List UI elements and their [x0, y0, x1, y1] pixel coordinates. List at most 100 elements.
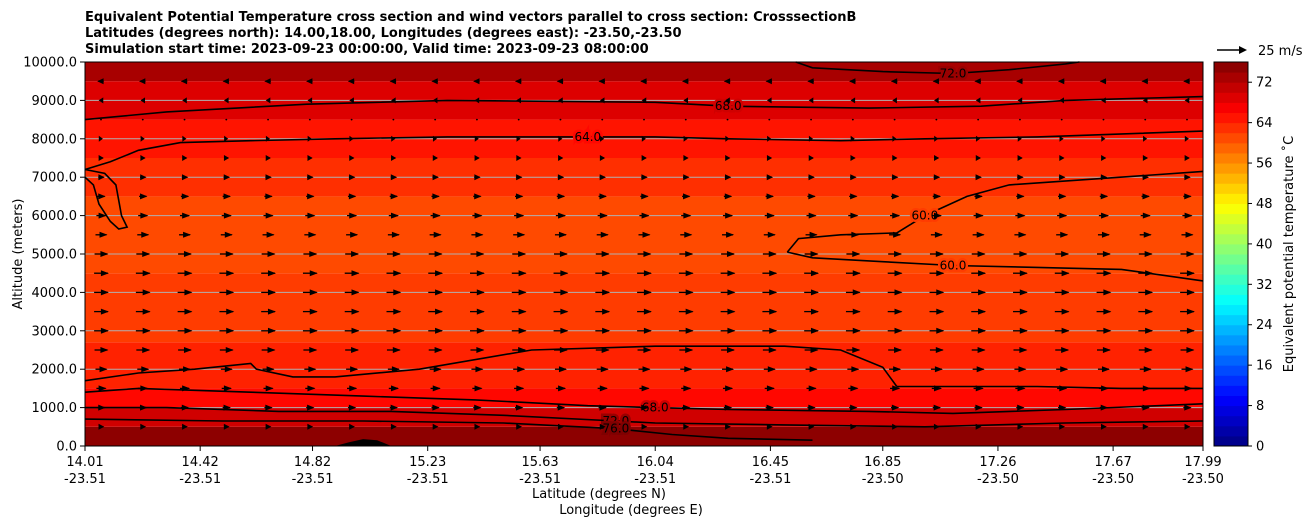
colorbar-segment	[1214, 233, 1248, 245]
wind-vector	[177, 327, 193, 334]
wind-vector	[302, 327, 318, 334]
wind-vector	[1059, 423, 1065, 430]
wind-vector	[678, 308, 694, 315]
wind-vector	[892, 97, 897, 104]
wind-vector	[683, 174, 690, 181]
wind-vector	[889, 366, 902, 373]
contour-line	[795, 61, 1080, 75]
wind-vector	[1186, 118, 1188, 121]
colorbar-segment	[1214, 213, 1248, 225]
wind-vector	[1097, 347, 1111, 353]
wind-vector	[971, 327, 987, 334]
wind-vector	[264, 78, 271, 85]
wind-vector	[391, 97, 396, 104]
wind-vector	[220, 366, 233, 373]
wind-vector	[600, 135, 605, 142]
wind-vector	[764, 212, 775, 219]
wind-vector	[1098, 212, 1110, 219]
wind-vector	[219, 308, 235, 315]
contour-lines: 60.060.064.068.068.072.072.076.0	[84, 61, 1204, 441]
wind-vector	[429, 231, 442, 238]
wind-vector	[723, 193, 733, 200]
wind-vector	[974, 404, 983, 411]
wind-vector	[930, 366, 943, 373]
colorbar-segment	[1214, 344, 1248, 356]
wind-vector	[180, 193, 190, 200]
colorbar-tick-label: 72	[1256, 76, 1273, 91]
wind-vector	[762, 327, 778, 334]
wind-vector	[804, 251, 819, 257]
wind-vector	[182, 155, 188, 161]
wind-vector	[389, 193, 399, 200]
wind-vector	[929, 308, 945, 315]
wind-vector	[762, 251, 777, 257]
x-tick-label-lon: -23.51	[519, 472, 561, 487]
wind-vector	[722, 366, 735, 373]
wind-vector	[1015, 385, 1026, 392]
colorbar-frame	[1213, 61, 1249, 447]
wind-vector	[1183, 78, 1190, 85]
wind-vector	[678, 289, 694, 296]
wind-vector	[722, 385, 734, 392]
x-tick-label-lat: 15.63	[521, 455, 558, 470]
colorbar-segment	[1214, 203, 1248, 215]
wind-vector	[1180, 347, 1195, 353]
wind-vector	[515, 174, 523, 181]
wind-vector	[1184, 135, 1189, 142]
wind-vector	[767, 135, 772, 142]
contour-label: 72.0	[603, 414, 630, 428]
wind-vector	[223, 155, 230, 161]
wind-vector	[178, 251, 192, 257]
wind-vector	[846, 251, 861, 257]
wind-vector	[553, 327, 569, 334]
wind-vector	[850, 174, 857, 181]
wind-vector	[971, 289, 987, 296]
wind-vector	[766, 155, 773, 161]
wind-vector	[223, 174, 231, 181]
wind-vector	[431, 404, 440, 411]
wind-vector	[1017, 174, 1024, 181]
colorbar-tick-label: 64	[1256, 116, 1273, 131]
wind-vector	[219, 347, 234, 353]
wind-vector	[1054, 270, 1070, 277]
wind-vector	[263, 212, 274, 219]
wind-vector	[1143, 135, 1148, 142]
wind-vector	[1141, 78, 1148, 85]
wind-vector	[515, 193, 524, 200]
x-tick-label-lat: 16.45	[752, 455, 789, 470]
wind-vector	[1057, 385, 1068, 392]
contour-label: 72.0	[940, 67, 967, 81]
wind-vector	[596, 231, 609, 238]
wind-vector	[848, 212, 859, 219]
wind-vector	[177, 289, 193, 296]
contour-label: 68.0	[642, 401, 669, 415]
wind-vector	[556, 404, 566, 411]
wind-vector	[512, 347, 527, 353]
wind-vector	[810, 118, 812, 121]
colorbar-tick-label: 16	[1256, 359, 1273, 374]
wind-vector	[847, 366, 860, 373]
wind-vector	[306, 193, 315, 200]
colorbar-segment	[1214, 264, 1248, 275]
colorbar-segment	[1214, 142, 1248, 154]
wind-vector	[678, 270, 694, 277]
wind-vector	[1054, 308, 1070, 315]
x-tick-label-lat: 17.99	[1184, 455, 1221, 470]
wind-vector	[386, 251, 401, 257]
wind-vector	[1099, 193, 1109, 200]
wind-vector	[929, 251, 944, 257]
wind-vector	[971, 270, 987, 277]
colorbar-segment	[1214, 284, 1248, 295]
wind-vector	[98, 174, 105, 181]
wind-vector	[349, 423, 355, 430]
wind-vector	[1016, 404, 1025, 411]
wind-vector	[470, 327, 485, 334]
wind-vector	[556, 78, 564, 85]
wind-vector	[599, 155, 606, 161]
wind-vector	[598, 404, 607, 411]
wind-vector	[261, 347, 276, 353]
x-tick-label-lon: -23.51	[749, 472, 791, 487]
wind-vector	[1054, 289, 1070, 296]
colorbar-segment	[1214, 152, 1248, 164]
wind-vector	[887, 289, 903, 296]
